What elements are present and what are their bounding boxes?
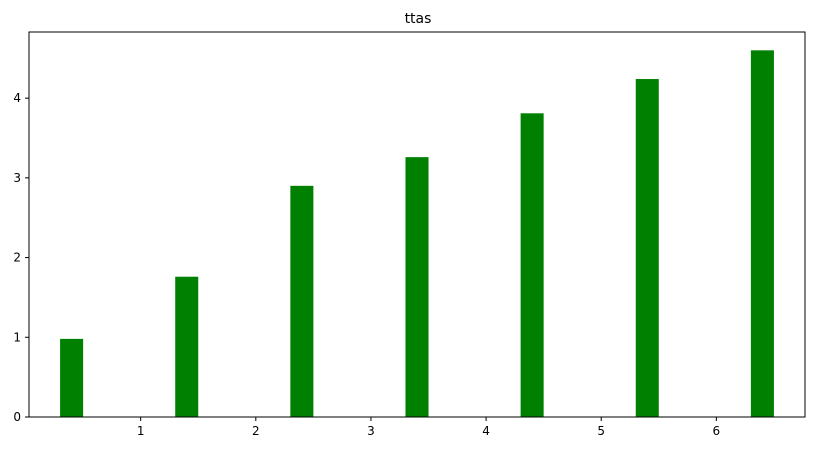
bar-6: [635, 79, 659, 417]
x-tick-label: 6: [713, 424, 721, 438]
bar-5: [520, 113, 544, 418]
y-tick-label: 1: [13, 330, 21, 344]
y-tick-label: 2: [13, 251, 21, 265]
y-axis: 0 1 2 3 4: [13, 91, 29, 424]
chart-title: ttas: [405, 11, 432, 27]
bar-3: [290, 185, 314, 417]
x-axis: 1 2 3 4 5 6: [137, 417, 720, 438]
x-tick-label: 4: [482, 424, 490, 438]
x-tick-label: 1: [137, 424, 145, 438]
bar-7: [750, 50, 774, 417]
bars-group: [60, 50, 774, 418]
bar-4: [405, 157, 429, 417]
x-tick-label: 2: [252, 424, 260, 438]
plot-frame: [28, 31, 806, 418]
x-tick-label: 3: [367, 424, 375, 438]
y-tick-label: 4: [13, 91, 21, 105]
bar-2: [175, 276, 199, 417]
y-tick-label: 3: [13, 171, 21, 185]
bar-1: [60, 338, 84, 417]
x-tick-label: 5: [597, 424, 605, 438]
y-tick-label: 0: [13, 410, 21, 424]
